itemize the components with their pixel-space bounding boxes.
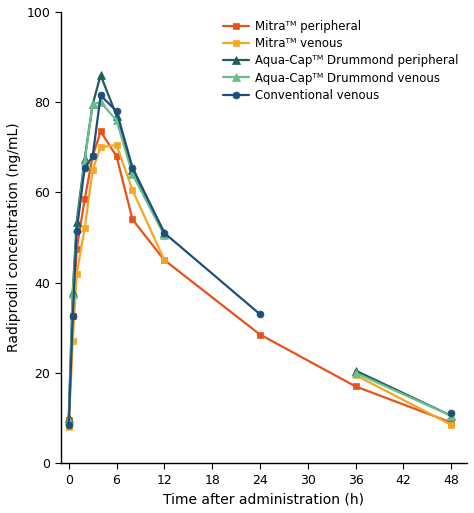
Conventional venous [66,422,72,428]
Line: Mitraᵀᴹ venous: Mitraᵀᴹ venous [65,142,168,430]
Mitraᵀᴹ peripheral [90,153,95,160]
Mitraᵀᴹ venous [74,270,80,277]
Mitraᵀᴹ peripheral [257,331,263,338]
Mitraᵀᴹ venous [66,424,72,430]
X-axis label: Time after administration (h): Time after administration (h) [164,492,365,506]
Mitraᵀᴹ venous [130,187,136,193]
Conventional venous [74,228,80,234]
Conventional venous [82,165,88,171]
Conventional venous [162,230,167,236]
Aqua-Capᵀᴹ Drummond venous [82,157,88,164]
Conventional venous [130,165,136,171]
Aqua-Capᵀᴹ Drummond peripheral [98,72,103,78]
Aqua-Capᵀᴹ Drummond peripheral [162,230,167,236]
Mitraᵀᴹ peripheral [82,196,88,202]
Conventional venous [98,92,103,98]
Aqua-Capᵀᴹ Drummond peripheral [74,219,80,225]
Mitraᵀᴹ peripheral [162,257,167,263]
Line: Aqua-Capᵀᴹ Drummond peripheral: Aqua-Capᵀᴹ Drummond peripheral [64,71,169,422]
Aqua-Capᵀᴹ Drummond peripheral [82,155,88,162]
Line: Mitraᵀᴹ peripheral: Mitraᵀᴹ peripheral [65,128,455,426]
Aqua-Capᵀᴹ Drummond peripheral [130,167,136,173]
Conventional venous [70,313,75,320]
Aqua-Capᵀᴹ Drummond venous [130,171,136,177]
Mitraᵀᴹ venous [98,144,103,150]
Conventional venous [114,108,119,114]
Aqua-Capᵀᴹ Drummond venous [90,102,95,108]
Mitraᵀᴹ peripheral [353,383,358,389]
Conventional venous [90,153,95,160]
Legend: Mitraᵀᴹ peripheral, Mitraᵀᴹ venous, Aqua-Capᵀᴹ Drummond peripheral, Aqua-Capᵀᴹ D: Mitraᵀᴹ peripheral, Mitraᵀᴹ venous, Aqua… [221,18,461,104]
Line: Aqua-Capᵀᴹ Drummond venous: Aqua-Capᵀᴹ Drummond venous [64,98,169,424]
Aqua-Capᵀᴹ Drummond venous [66,417,72,423]
Aqua-Capᵀᴹ Drummond venous [98,99,103,105]
Mitraᵀᴹ venous [162,257,167,263]
Mitraᵀᴹ peripheral [448,420,454,426]
Mitraᵀᴹ venous [114,142,119,148]
Mitraᵀᴹ peripheral [114,153,119,160]
Mitraᵀᴹ peripheral [70,313,75,320]
Aqua-Capᵀᴹ Drummond venous [114,117,119,123]
Mitraᵀᴹ peripheral [98,128,103,134]
Conventional venous [257,311,263,317]
Aqua-Capᵀᴹ Drummond venous [70,291,75,297]
Aqua-Capᵀᴹ Drummond venous [162,232,167,239]
Aqua-Capᵀᴹ Drummond peripheral [114,113,119,119]
Line: Conventional venous: Conventional venous [65,92,264,428]
Mitraᵀᴹ venous [70,338,75,344]
Mitraᵀᴹ venous [90,167,95,173]
Aqua-Capᵀᴹ Drummond peripheral [70,289,75,295]
Aqua-Capᵀᴹ Drummond venous [74,225,80,231]
Y-axis label: Radiprodil concentration (ng/mL): Radiprodil concentration (ng/mL) [7,123,21,352]
Mitraᵀᴹ peripheral [66,417,72,423]
Mitraᵀᴹ venous [82,225,88,231]
Aqua-Capᵀᴹ Drummond peripheral [66,415,72,421]
Aqua-Capᵀᴹ Drummond peripheral [90,102,95,108]
Mitraᵀᴹ peripheral [130,216,136,223]
Mitraᵀᴹ peripheral [74,246,80,252]
